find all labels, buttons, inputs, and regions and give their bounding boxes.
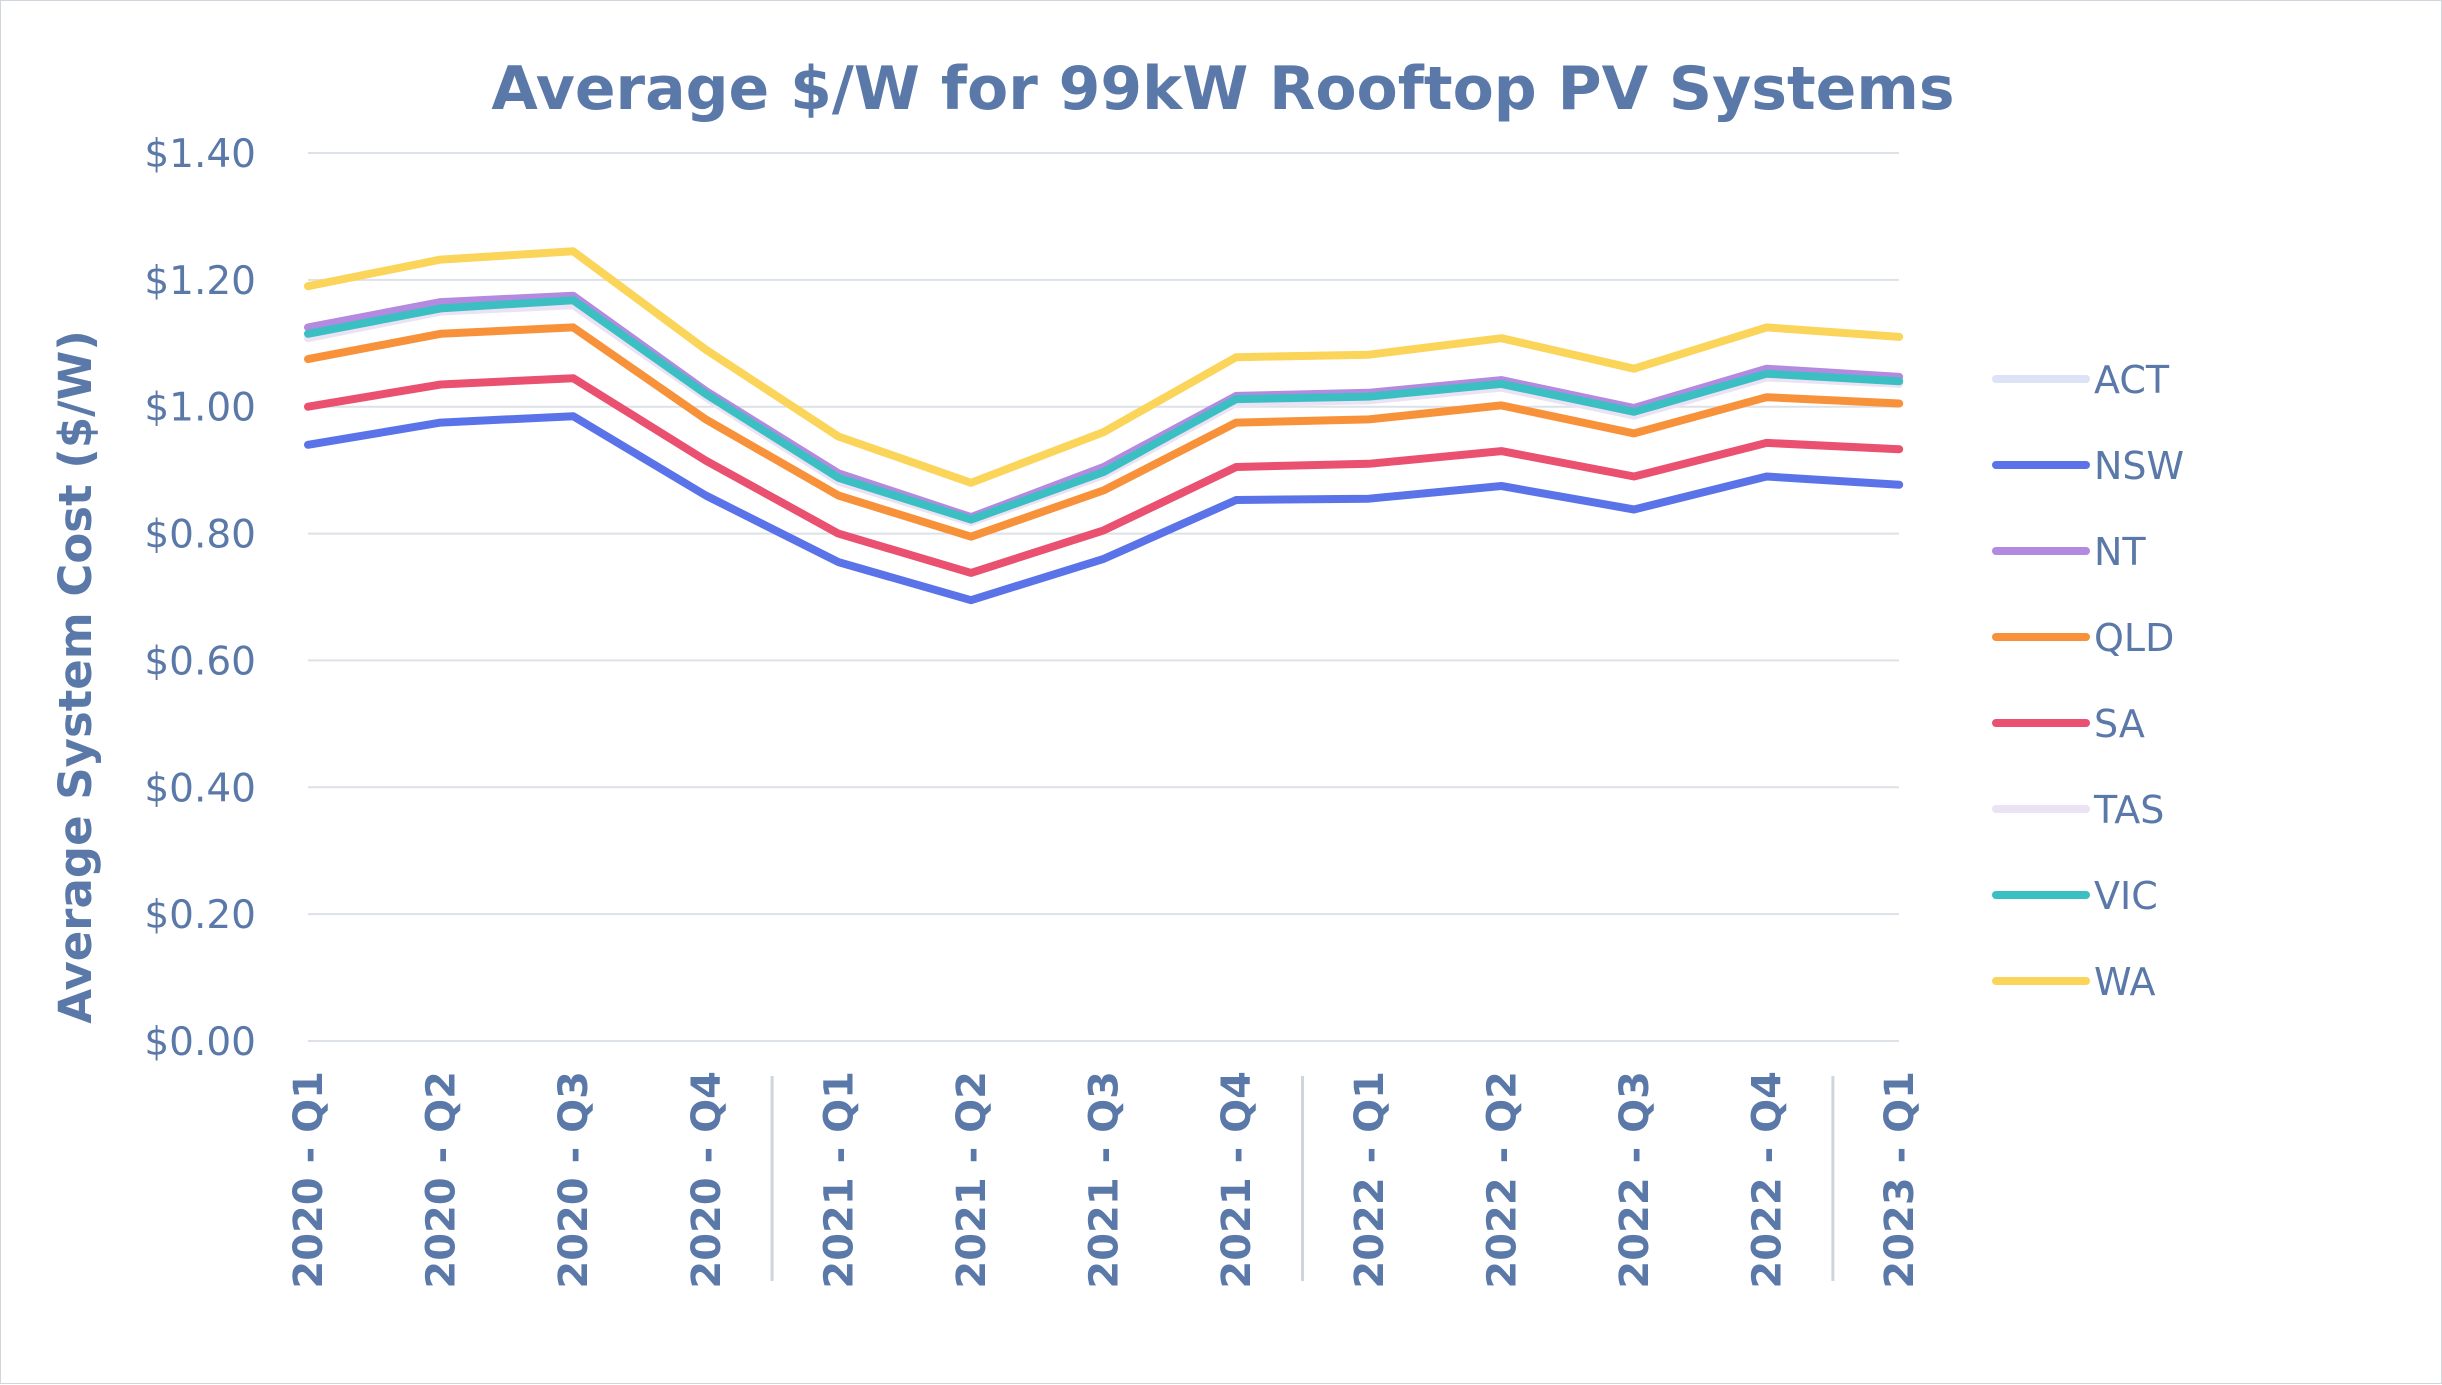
x-tick-label: 2022 - Q4 [1745, 1071, 1791, 1289]
x-tick-label: 2023 - Q1 [1877, 1071, 1923, 1289]
x-axis-ticks: 2020 - Q1 2020 - Q2 2020 - Q3 2020 - Q4 2021… [286, 1071, 1923, 1289]
legend-label-sa: SA [2094, 702, 2145, 746]
y-tick-label: $0.80 [144, 513, 256, 558]
legend-label-nt: NT [2094, 530, 2146, 574]
x-tick-label: 2021 - Q2 [949, 1071, 995, 1289]
legend: ACT NSW NT QLD SA TAS VIC WA [1992, 358, 2184, 1004]
y-tick-label: $0.20 [144, 893, 256, 938]
chart-title: Average $/W for 99kW Rooftop PV Systems [491, 54, 1954, 124]
y-axis-ticks: $0.00 $0.20 $0.40 $0.60 $0.80 $1.00 $1.20 $1.40 [144, 132, 256, 1065]
gridlines [308, 152, 1899, 1042]
legend-label-nsw: NSW [2094, 444, 2184, 488]
y-tick-label: $0.60 [144, 639, 256, 684]
series-line-sa [304, 374, 1904, 577]
legend-label-qld: QLD [2094, 616, 2174, 660]
series-lines [304, 247, 1904, 605]
x-tick-label: 2021 - Q4 [1214, 1071, 1260, 1289]
year-separators [770, 1076, 1835, 1281]
y-axis-label: Average System Cost ($/W) [49, 330, 102, 1024]
series-line-wa [304, 247, 1904, 487]
x-tick-label: 2022 - Q3 [1612, 1071, 1658, 1289]
y-tick-label: $0.40 [144, 766, 256, 811]
series-line-qld [304, 323, 1904, 541]
x-tick-label: 2020 - Q3 [551, 1071, 597, 1289]
legend-label-vic: VIC [2094, 874, 2158, 918]
y-tick-label: $0.00 [144, 1020, 256, 1065]
x-tick-label: 2022 - Q2 [1479, 1071, 1525, 1289]
y-tick-label: $1.20 [144, 259, 256, 304]
y-tick-label: $1.00 [144, 386, 256, 431]
x-tick-label: 2020 - Q4 [684, 1071, 730, 1289]
legend-label-wa: WA [2094, 960, 2156, 1004]
x-tick-label: 2022 - Q1 [1347, 1071, 1393, 1289]
x-tick-label: 2020 - Q1 [286, 1071, 332, 1289]
x-tick-label: 2021 - Q3 [1082, 1071, 1128, 1289]
legend-label-tas: TAS [2093, 788, 2164, 832]
y-tick-label: $1.40 [144, 132, 256, 177]
x-tick-label: 2021 - Q1 [816, 1071, 862, 1289]
series-line-nsw [304, 412, 1904, 605]
series-line-vic [304, 296, 1904, 524]
x-tick-label: 2020 - Q2 [419, 1071, 465, 1289]
legend-label-act: ACT [2094, 358, 2170, 402]
